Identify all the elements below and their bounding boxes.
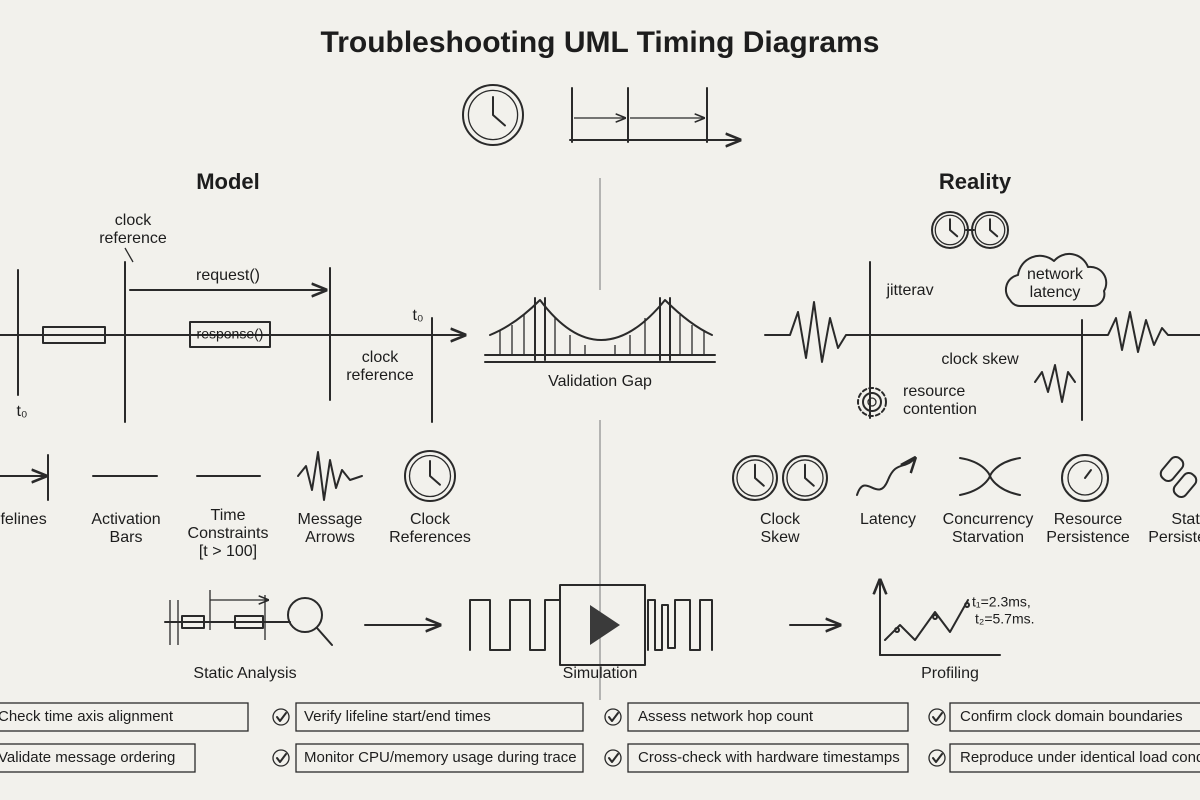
checklist-item: Validate message ordering: [0, 749, 175, 766]
issue-label: Starvation: [952, 529, 1024, 546]
annotation: clock: [115, 212, 152, 229]
clock-icon: [754, 463, 765, 487]
time-label: t₀: [412, 307, 423, 324]
element-label: Time: [211, 507, 246, 524]
clock-icon: [736, 459, 774, 497]
clock-icon: [804, 463, 815, 487]
clock-icon: [429, 460, 441, 486]
check-icon: [932, 712, 943, 722]
bridge-icon: [484, 297, 716, 363]
check-icon: [928, 749, 946, 767]
clock-icon: [467, 89, 519, 141]
element-label: Bars: [110, 529, 143, 546]
clock-icon: [404, 450, 456, 502]
check-icon: [604, 749, 622, 767]
issue-label: Skew: [760, 529, 800, 546]
issue-label: Persistence: [1148, 529, 1200, 546]
checklist-item: Cross-check with hardware timestamps: [638, 749, 900, 766]
clock-icon: [989, 218, 999, 238]
section-heading: Model: [196, 169, 260, 194]
annotation: reference: [346, 367, 414, 384]
issue-label: Latency: [860, 511, 916, 528]
annotation: clock: [362, 349, 399, 366]
clock-icon: [934, 214, 966, 246]
clock-icon: [949, 218, 959, 238]
annotation: contention: [903, 401, 977, 418]
clock-icon: [408, 454, 452, 498]
process-icons: [164, 580, 1001, 666]
issue-label: Clock: [760, 511, 801, 528]
reality-issue-icons: [856, 454, 1198, 502]
element-label: Clock: [410, 511, 451, 528]
clock-icon: [786, 459, 824, 497]
model-timeline: [0, 247, 465, 423]
time-label: t₀: [16, 403, 27, 420]
clock-icon: [462, 84, 524, 146]
clock-icon: [732, 455, 778, 501]
reality-timeline: [764, 252, 1200, 421]
measurement: t₂=5.7ms.: [975, 611, 1035, 627]
clock-icon: [974, 214, 1006, 246]
checklist-item: Check time axis alignment: [0, 708, 174, 725]
issue-label: Concurrency: [943, 511, 1034, 528]
element-label: [t > 100]: [199, 543, 257, 560]
check-icon: [608, 753, 619, 763]
annotation: network: [1027, 266, 1084, 283]
annotation: resource: [903, 383, 965, 400]
gap-label: Validation Gap: [548, 373, 652, 390]
message-label: response(): [197, 326, 264, 342]
title: Troubleshooting UML Timing Diagrams: [321, 26, 880, 59]
step-label: Profiling: [921, 665, 979, 682]
issue-label: Persistence: [1046, 529, 1130, 546]
check-icon: [928, 708, 946, 726]
check-icon: [276, 712, 287, 722]
header-timeline-icon: [569, 87, 740, 142]
element-label: Activation: [91, 511, 160, 528]
element-label: Message: [298, 511, 363, 528]
clock-icon: [782, 455, 828, 501]
annotation: reference: [99, 230, 167, 247]
check-icon: [608, 712, 619, 722]
annotation: jitterav: [885, 282, 933, 299]
check-icon: [604, 708, 622, 726]
check-icon: [932, 753, 943, 763]
issue-label: Resource: [1054, 511, 1123, 528]
checklist-item: Assess network hop count: [638, 708, 814, 725]
clock-icon: [492, 96, 506, 127]
element-label: Constraints: [188, 525, 269, 542]
checklist-boxes: [0, 702, 1200, 773]
check-icon: [272, 749, 290, 767]
model-element-icons: [0, 451, 363, 501]
check-icon: [272, 708, 290, 726]
element-label: Arrows: [305, 529, 355, 546]
checklist-item: Verify lifeline start/end times: [304, 708, 491, 725]
step-label: Static Analysis: [193, 665, 296, 682]
measurement: t₁=2.3ms,: [972, 594, 1031, 610]
check-icon: [276, 753, 287, 763]
checklist-item: Monitor CPU/memory usage during trace: [304, 749, 577, 766]
element-label: References: [389, 529, 471, 546]
annotation: clock skew: [941, 351, 1019, 368]
issue-label: State: [1171, 511, 1200, 528]
step-label: Simulation: [563, 665, 638, 682]
message-label: request(): [196, 267, 260, 284]
checklist-item: Confirm clock domain boundaries: [960, 708, 1183, 725]
section-heading: Reality: [939, 169, 1012, 194]
checklist-item: Reproduce under identical load condition…: [960, 749, 1200, 766]
annotation: latency: [1030, 284, 1081, 301]
